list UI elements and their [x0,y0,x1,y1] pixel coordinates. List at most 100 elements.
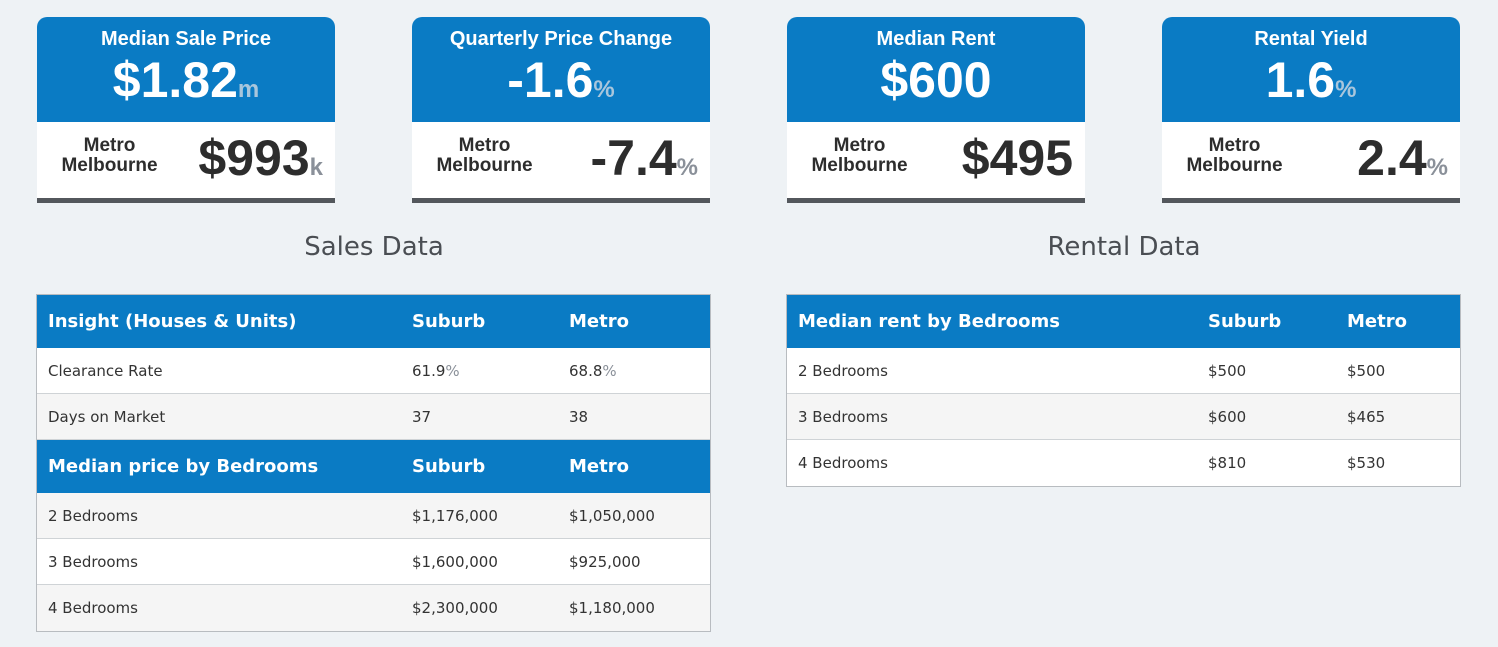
card-header: Rental Yield 1.6% [1162,17,1460,122]
card-value-number: -1.6 [507,52,594,108]
row-suburb-value: $600 [1208,408,1247,426]
card-header: Quarterly Price Change -1.6% [412,17,710,122]
row-label: 4 Bedrooms [798,454,888,472]
rental-data-table: Median rent by Bedrooms Suburb Metro 2 B… [786,294,1461,487]
metro-value: 2.4% [1357,128,1448,198]
metro-value-unit: % [1426,154,1448,181]
card-value: 1.6% [1162,52,1460,118]
card-value: $1.82m [37,52,335,118]
row-metro-value: $500 [1347,362,1386,380]
card-quarterly-price-change: Quarterly Price Change -1.6% Metro Melbou… [412,17,710,203]
table-row: Days on Market 37 38 [37,394,710,440]
metro-label: Metro Melbourne [797,136,922,176]
row-metro-value: $465 [1347,408,1386,426]
card-header: Median Sale Price $1.82m [37,17,335,122]
value-number: 68.8 [569,362,603,380]
metro-value-unit: % [676,154,698,181]
row-suburb-value: $810 [1208,454,1247,472]
row-label: Days on Market [48,408,166,426]
row-metro-value: $925,000 [569,553,641,571]
card-header: Median Rent $600 [787,17,1085,122]
row-metro-value: 38 [569,408,589,426]
card-title: Median Sale Price [100,28,272,50]
card-value-number: $1.82 [112,52,238,108]
metro-value-number: -7.4 [590,130,677,186]
card-metro-section: Metro Melbourne $993k [37,122,335,198]
card-value-number: 1.6 [1265,52,1336,108]
table-row: 4 Bedrooms $810 $530 [787,440,1460,486]
card-title: Rental Yield [1254,28,1368,50]
card-metro-section: Metro Melbourne $495 [787,122,1085,198]
header-metro: Metro [569,311,629,332]
card-metro-section: Metro Melbourne -7.4% [412,122,710,198]
card-rental-yield: Rental Yield 1.6% Metro Melbourne 2.4% [1162,17,1460,203]
metro-label-line-2: Melbourne [61,155,158,176]
table-header-row: Median rent by Bedrooms Suburb Metro [787,295,1460,348]
metro-label-line-2: Melbourne [436,155,533,176]
card-value-number: $600 [880,52,992,108]
header-metro: Metro [1347,311,1407,332]
table-row: Clearance Rate 61.9% 68.8% [37,348,710,394]
metro-value-number: $993 [198,130,310,186]
metro-value: $993k [198,128,323,198]
table-row: 3 Bedrooms $1,600,000 $925,000 [37,539,710,585]
row-suburb-value: 61.9% [412,348,460,394]
card-value: $600 [787,52,1085,118]
row-suburb-value: $2,300,000 [412,599,498,617]
card-title: Quarterly Price Change [449,28,673,50]
table-header-row: Median price by Bedrooms Suburb Metro [37,440,710,493]
row-label: 4 Bedrooms [48,599,138,617]
metro-label-line-1: Metro [833,135,886,156]
card-value-unit: % [593,76,615,103]
metro-label: Metro Melbourne [1172,136,1297,176]
value-number: 61.9 [412,362,446,380]
table-row: 4 Bedrooms $2,300,000 $1,180,000 [37,585,710,631]
header-median-rent: Median rent by Bedrooms [798,311,1060,332]
row-suburb-value: $500 [1208,362,1247,380]
table-row: 3 Bedrooms $600 $465 [787,394,1460,440]
metro-label-line-2: Melbourne [811,155,908,176]
metro-value: $495 [962,128,1073,198]
card-median-rent: Median Rent $600 Metro Melbourne $495 [787,17,1085,203]
metro-value-unit: k [309,154,323,181]
metro-value: -7.4% [590,128,698,198]
header-suburb: Suburb [1208,311,1282,332]
table-header-row: Insight (Houses & Units) Suburb Metro [37,295,710,348]
card-value: -1.6% [412,52,710,118]
metro-label: Metro Melbourne [47,136,172,176]
metro-label-line-1: Metro [458,135,511,156]
metro-value-number: 2.4 [1357,130,1427,186]
metro-label-line-2: Melbourne [1186,155,1283,176]
card-median-sale-price: Median Sale Price $1.82m Metro Melbourne … [37,17,335,203]
row-metro-value: $1,180,000 [569,599,655,617]
row-suburb-value: $1,600,000 [412,553,498,571]
card-value-unit: m [237,76,260,103]
card-metro-section: Metro Melbourne 2.4% [1162,122,1460,198]
row-label: 2 Bedrooms [798,362,888,380]
table-row: 2 Bedrooms $1,176,000 $1,050,000 [37,493,710,539]
metro-label-line-1: Metro [1208,135,1261,156]
metro-label-line-1: Metro [83,135,136,156]
header-metro: Metro [569,456,629,477]
header-median-price: Median price by Bedrooms [48,456,319,477]
card-title: Median Rent [876,28,996,50]
row-label: 3 Bedrooms [798,408,888,426]
value-unit: % [602,362,617,380]
header-suburb: Suburb [412,311,486,332]
row-label: 2 Bedrooms [48,507,138,525]
metro-label: Metro Melbourne [422,136,547,176]
header-insight: Insight (Houses & Units) [48,311,297,332]
row-metro-value: $530 [1347,454,1386,472]
value-unit: % [445,362,460,380]
row-label: 3 Bedrooms [48,553,138,571]
card-value-unit: % [1335,76,1357,103]
row-suburb-value: $1,176,000 [412,507,498,525]
row-suburb-value: 37 [412,408,432,426]
metro-value-number: $495 [961,130,1073,186]
sales-data-title: Sales Data [304,232,444,262]
rental-data-title: Rental Data [1047,232,1201,262]
row-metro-value: $1,050,000 [569,507,655,525]
table-row: 2 Bedrooms $500 $500 [787,348,1460,394]
row-metro-value: 68.8% [569,348,617,394]
row-label: Clearance Rate [48,362,163,380]
